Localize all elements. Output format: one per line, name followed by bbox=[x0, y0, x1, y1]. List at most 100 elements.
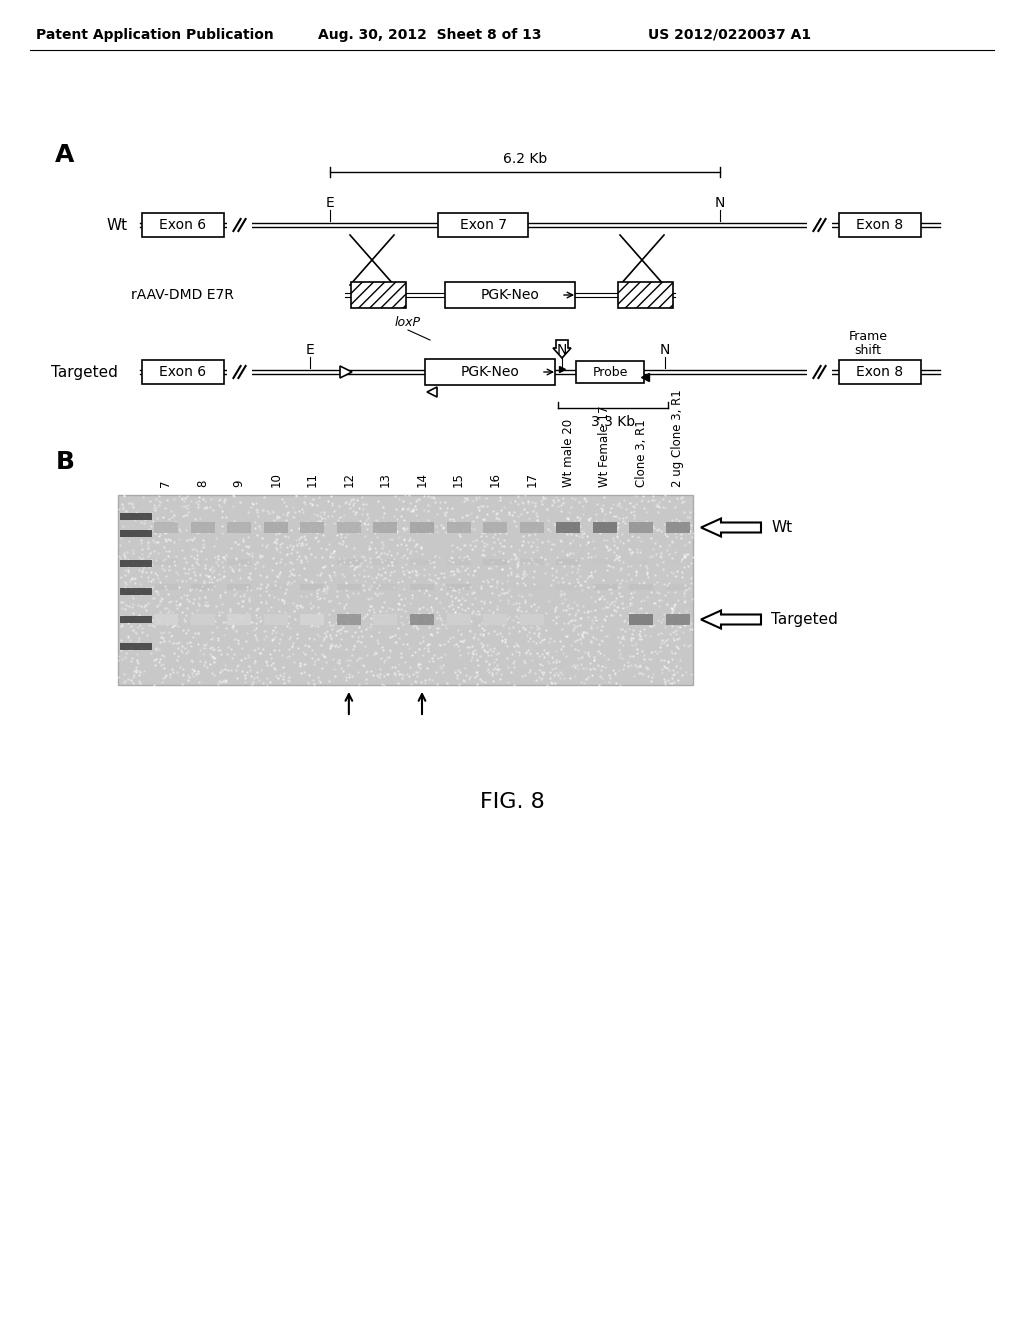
Text: Wt: Wt bbox=[771, 520, 793, 535]
Text: Aug. 30, 2012  Sheet 8 of 13: Aug. 30, 2012 Sheet 8 of 13 bbox=[318, 28, 542, 42]
Text: E: E bbox=[305, 343, 314, 356]
Text: Wt Female 17: Wt Female 17 bbox=[598, 405, 611, 487]
Text: PGK-Neo: PGK-Neo bbox=[461, 366, 519, 379]
Bar bbox=[120, 587, 152, 595]
Bar bbox=[227, 614, 251, 624]
Text: Frame: Frame bbox=[849, 330, 888, 343]
FancyArrow shape bbox=[701, 519, 761, 536]
Bar bbox=[190, 521, 215, 533]
Bar bbox=[556, 521, 581, 533]
Text: 3.3 Kb: 3.3 Kb bbox=[591, 414, 635, 429]
Bar bbox=[154, 558, 178, 565]
Bar bbox=[264, 614, 288, 624]
Bar bbox=[807, 215, 831, 235]
Text: 12: 12 bbox=[342, 473, 355, 487]
Text: rAAV-DMD E7R: rAAV-DMD E7R bbox=[131, 288, 233, 302]
Bar bbox=[520, 521, 544, 533]
Bar bbox=[483, 558, 507, 565]
Bar bbox=[520, 614, 544, 624]
Bar bbox=[630, 521, 653, 533]
Bar bbox=[425, 359, 555, 385]
Bar bbox=[227, 215, 252, 235]
Bar bbox=[337, 583, 360, 590]
Bar bbox=[839, 213, 921, 238]
Bar bbox=[483, 521, 507, 533]
Bar bbox=[227, 362, 252, 381]
Text: 14: 14 bbox=[416, 473, 428, 487]
Text: Exon 7: Exon 7 bbox=[460, 218, 507, 232]
Bar bbox=[142, 213, 224, 238]
Bar bbox=[264, 558, 288, 565]
Text: 11: 11 bbox=[306, 473, 318, 487]
Text: Exon 6: Exon 6 bbox=[160, 366, 207, 379]
Bar bbox=[575, 360, 644, 383]
Text: N: N bbox=[557, 343, 567, 356]
Bar bbox=[438, 213, 528, 238]
Bar bbox=[410, 558, 434, 565]
Bar bbox=[446, 583, 471, 590]
Text: US 2012/0220037 A1: US 2012/0220037 A1 bbox=[648, 28, 812, 42]
Bar bbox=[337, 614, 360, 624]
Bar bbox=[300, 558, 325, 565]
Bar bbox=[520, 558, 544, 565]
Text: Wt: Wt bbox=[106, 218, 128, 232]
Bar bbox=[374, 521, 397, 533]
Bar bbox=[556, 583, 581, 590]
Text: Patent Application Publication: Patent Application Publication bbox=[36, 28, 273, 42]
Bar bbox=[142, 360, 224, 384]
Bar bbox=[593, 583, 616, 590]
Text: Targeted: Targeted bbox=[51, 364, 118, 380]
Bar bbox=[120, 531, 152, 537]
Bar bbox=[410, 583, 434, 590]
Bar bbox=[300, 521, 325, 533]
Text: A: A bbox=[55, 143, 75, 168]
Bar bbox=[666, 614, 690, 624]
Bar bbox=[337, 558, 360, 565]
Text: N: N bbox=[715, 195, 725, 210]
Text: 9: 9 bbox=[232, 479, 246, 487]
Bar bbox=[190, 558, 215, 565]
Text: Exon 6: Exon 6 bbox=[160, 218, 207, 232]
Bar bbox=[630, 558, 653, 565]
Text: 10: 10 bbox=[269, 473, 283, 487]
Text: Targeted: Targeted bbox=[771, 612, 838, 627]
Bar bbox=[374, 558, 397, 565]
Text: 6.2 Kb: 6.2 Kb bbox=[503, 152, 547, 166]
Bar bbox=[154, 521, 178, 533]
Text: shift: shift bbox=[854, 343, 882, 356]
Bar bbox=[374, 614, 397, 624]
Bar bbox=[300, 583, 325, 590]
Bar bbox=[410, 614, 434, 624]
Bar bbox=[120, 616, 152, 623]
Bar bbox=[446, 558, 471, 565]
Bar bbox=[264, 583, 288, 590]
Text: B: B bbox=[55, 450, 75, 474]
FancyArrow shape bbox=[701, 610, 761, 628]
Bar bbox=[446, 521, 471, 533]
Bar bbox=[807, 362, 831, 381]
Bar bbox=[300, 614, 325, 624]
Bar bbox=[617, 282, 673, 308]
Text: loxP: loxP bbox=[395, 317, 421, 330]
Bar bbox=[350, 282, 406, 308]
Bar bbox=[666, 558, 690, 565]
Bar bbox=[227, 583, 251, 590]
Text: 16: 16 bbox=[488, 473, 502, 487]
Bar bbox=[120, 513, 152, 520]
Bar bbox=[666, 583, 690, 590]
Text: Exon 8: Exon 8 bbox=[856, 218, 903, 232]
Text: Wt male 20: Wt male 20 bbox=[562, 418, 574, 487]
Text: PGK-Neo: PGK-Neo bbox=[480, 288, 540, 302]
Text: E: E bbox=[326, 195, 335, 210]
Bar bbox=[593, 521, 616, 533]
Bar bbox=[593, 558, 616, 565]
Bar bbox=[666, 521, 690, 533]
Text: Clone 3, R1: Clone 3, R1 bbox=[635, 420, 648, 487]
Text: Exon 8: Exon 8 bbox=[856, 366, 903, 379]
Text: 7: 7 bbox=[160, 479, 172, 487]
Text: 8: 8 bbox=[196, 479, 209, 487]
Bar bbox=[630, 614, 653, 624]
Bar bbox=[190, 614, 215, 624]
Text: 15: 15 bbox=[452, 473, 465, 487]
Bar bbox=[118, 495, 693, 685]
